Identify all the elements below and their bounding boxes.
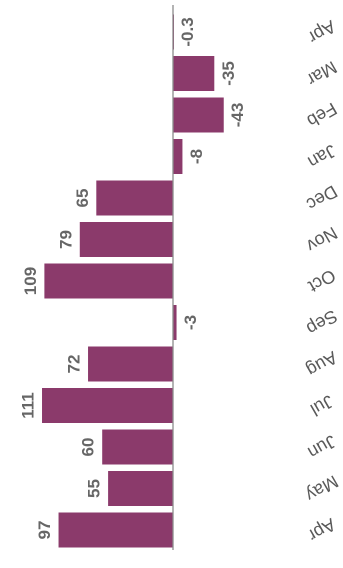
category-label: Nov bbox=[303, 223, 341, 256]
category-label: Feb bbox=[304, 99, 341, 132]
category-label: Dec bbox=[303, 181, 341, 214]
bar-aug-4 bbox=[88, 346, 173, 382]
bar-dec-8 bbox=[96, 180, 173, 216]
bar-apr-0 bbox=[58, 512, 173, 548]
value-label: -8 bbox=[187, 149, 206, 164]
value-label: -0.3 bbox=[178, 17, 197, 46]
category-label: Jun bbox=[304, 431, 339, 463]
value-label: 72 bbox=[65, 355, 84, 374]
category-label: Mar bbox=[304, 57, 341, 90]
bar-sep-5 bbox=[173, 305, 177, 340]
value-label: 65 bbox=[73, 189, 92, 208]
value-label: -3 bbox=[181, 315, 200, 330]
value-label: 55 bbox=[85, 479, 104, 498]
value-label: 109 bbox=[21, 267, 40, 295]
value-label: -35 bbox=[219, 61, 238, 86]
category-label: Jul bbox=[307, 391, 337, 420]
value-label: -43 bbox=[228, 103, 247, 128]
category-label: May bbox=[302, 471, 341, 505]
bar-jun-2 bbox=[102, 429, 173, 465]
bar-oct-6 bbox=[44, 263, 173, 299]
bars-layer bbox=[42, 14, 224, 548]
bar-mar-11 bbox=[173, 56, 215, 91]
category-label: Sep bbox=[303, 306, 341, 339]
value-label: 60 bbox=[79, 438, 98, 457]
bar-nov-7 bbox=[79, 222, 173, 257]
category-label: Oct bbox=[305, 265, 339, 296]
bar-may-1 bbox=[108, 471, 173, 506]
value-labels-layer: 97 55 60 111 72 -3 109 79 65 -8 -43 -35 -0.3 bbox=[19, 17, 248, 539]
category-labels-layer: Apr May Jun Jul Aug Sep Oct Nov Dec Jan Feb Mar Apr bbox=[302, 16, 341, 545]
bar-jul-3 bbox=[42, 388, 173, 423]
category-label: Apr bbox=[305, 16, 339, 47]
category-label: Jan bbox=[304, 141, 339, 173]
bar-jan-9 bbox=[173, 139, 183, 174]
value-label: 111 bbox=[19, 392, 38, 419]
category-label: Apr bbox=[305, 514, 339, 545]
value-label: 79 bbox=[56, 230, 75, 249]
bar-feb-10 bbox=[173, 97, 224, 133]
value-label: 97 bbox=[35, 521, 54, 540]
category-label: Aug bbox=[303, 347, 341, 380]
